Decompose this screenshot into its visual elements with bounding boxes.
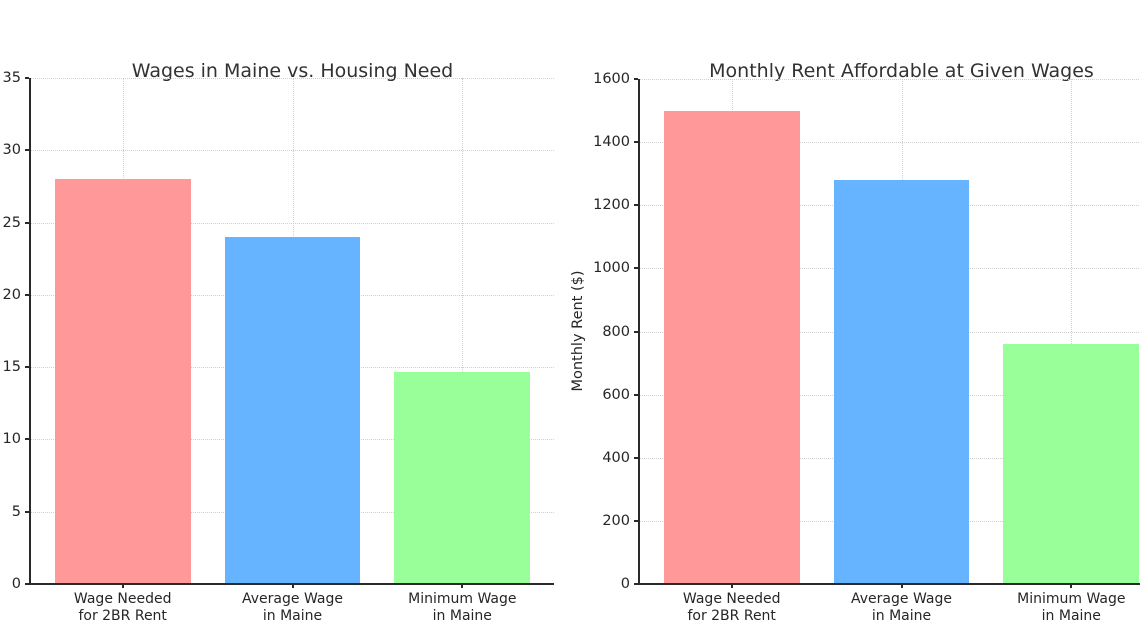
y-axis-spine [638, 79, 640, 584]
y-tick-label: 1000 [593, 260, 630, 277]
y-tick-mark [634, 78, 638, 80]
y-tick-label: 30 [2, 142, 21, 159]
y-tick-mark [25, 293, 29, 296]
chart-title: Monthly Rent Affordable at Given Wages [709, 59, 1094, 82]
gridline [640, 79, 1140, 80]
x-tick-label: Wage Needed for 2BR Rent [73, 591, 172, 624]
plot-area: 0 5 10 15 20 25 30 35 Wage Needed for 2BR Rent Av… [3, 70, 554, 624]
y-tick-label: 600 [602, 386, 630, 403]
x-tick-label: Wage Needed for 2BR Rent [682, 591, 781, 624]
gridline [462, 78, 464, 584]
x-tick-label: Average Wage in Maine [242, 591, 343, 624]
gridline [640, 142, 1140, 144]
chart-title: Wages in Maine vs. Housing Need [131, 59, 454, 82]
y-tick-label: 20 [2, 286, 21, 303]
y-tick-mark [25, 510, 29, 513]
x-tick-mark [291, 584, 294, 588]
y-axis-spine [29, 78, 31, 584]
y-tick-mark [25, 438, 29, 441]
y-tick-label: 15 [2, 359, 21, 376]
y-tick-mark [634, 519, 638, 522]
bar-minimum-wage [394, 372, 531, 584]
y-tick-mark [634, 456, 638, 459]
bar-average-wage [833, 180, 970, 584]
y-tick-mark [634, 141, 638, 144]
bar-wage-needed [54, 179, 191, 584]
y-tick-label: 1400 [593, 134, 630, 151]
y-tick-mark [25, 366, 29, 369]
x-tick-label: Minimum Wage in Maine [1017, 591, 1126, 624]
y-tick-label: 200 [602, 512, 630, 529]
y-tick-label: 1600 [593, 71, 630, 87]
y-tick-mark [25, 221, 29, 224]
x-tick-mark [730, 584, 733, 588]
y-tick-mark [634, 330, 638, 333]
gridline [1071, 79, 1073, 584]
y-tick-mark [634, 204, 638, 207]
x-axis-spine [638, 583, 1140, 585]
y-tick-label: 35 [2, 70, 21, 86]
x-tick-label: Average Wage in Maine [851, 591, 952, 624]
y-tick-label: 10 [2, 431, 21, 448]
plot-area: 0 200 400 600 800 1000 1200 1400 1600 Wage Needed… [593, 71, 1140, 624]
y-tick-mark [634, 267, 638, 270]
y-tick-label: 400 [602, 449, 630, 466]
bar-average-wage [224, 237, 361, 584]
x-tick-label: Minimum Wage in Maine [408, 591, 517, 624]
x-tick-mark [121, 584, 124, 588]
y-tick-label: 0 [11, 576, 21, 592]
x-tick-mark [900, 584, 903, 588]
y-tick-label: 5 [11, 503, 21, 520]
x-tick-mark [461, 584, 464, 588]
y-tick-mark [25, 77, 29, 79]
y-tick-label: 1200 [593, 197, 630, 214]
bar-minimum-wage [1003, 344, 1140, 584]
y-tick-mark [634, 393, 638, 396]
bar-wage-needed [663, 110, 800, 584]
y-tick-mark [634, 583, 638, 585]
y-tick-mark [25, 149, 29, 152]
y-tick-mark [25, 583, 29, 585]
y-tick-label: 0 [620, 576, 630, 592]
y-tick-label: 25 [2, 214, 21, 231]
x-tick-mark [1070, 584, 1073, 588]
y-tick-label: 800 [602, 323, 630, 340]
